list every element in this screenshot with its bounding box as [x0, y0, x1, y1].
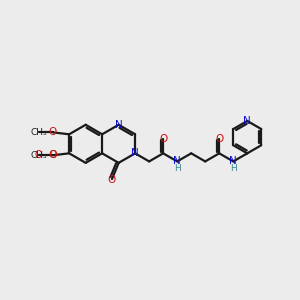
Text: N: N	[131, 148, 139, 158]
Text: H: H	[230, 164, 237, 172]
Text: O: O	[49, 128, 57, 137]
Text: N: N	[243, 116, 251, 126]
Text: H: H	[174, 164, 181, 172]
Text: N: N	[173, 156, 181, 167]
Text: O: O	[49, 150, 57, 160]
Text: O: O	[49, 150, 57, 160]
Text: O: O	[159, 134, 167, 144]
Text: N: N	[115, 120, 122, 130]
Text: O: O	[35, 150, 43, 160]
Text: O: O	[215, 134, 224, 144]
Text: O: O	[108, 175, 116, 185]
Text: CH₃: CH₃	[30, 128, 47, 137]
Text: N: N	[230, 156, 237, 167]
Text: CH₃: CH₃	[30, 151, 47, 160]
